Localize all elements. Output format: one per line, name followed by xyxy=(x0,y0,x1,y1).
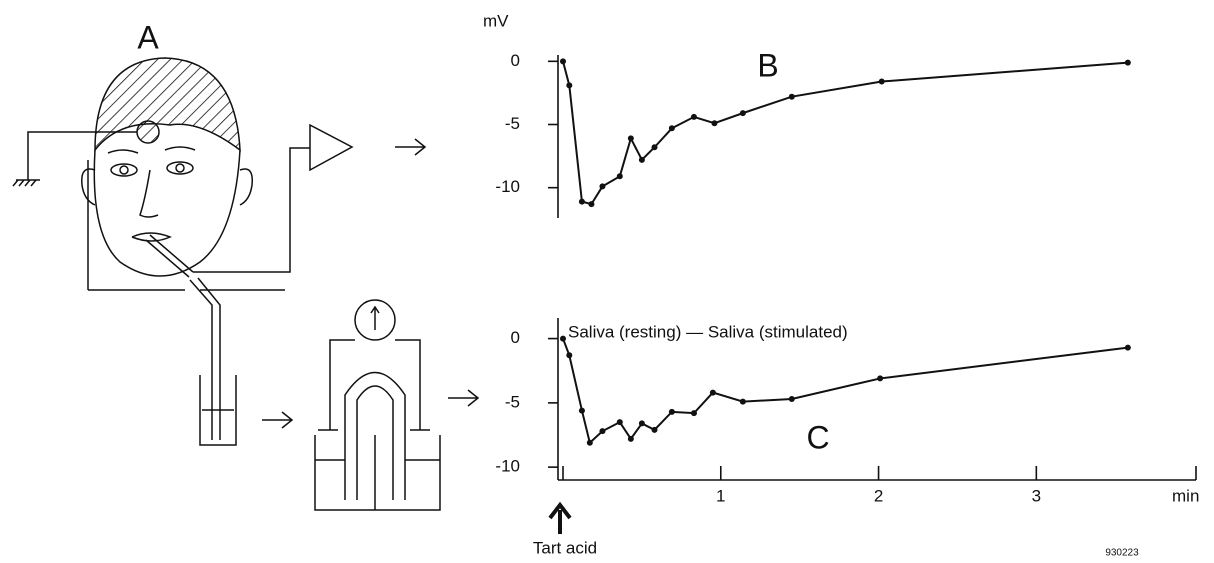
data-point xyxy=(652,144,658,150)
data-point xyxy=(789,396,795,402)
data-point xyxy=(691,410,697,416)
data-point xyxy=(599,428,605,434)
y-tick-label: -10 xyxy=(495,457,520,476)
data-point xyxy=(691,114,697,120)
data-point xyxy=(560,336,566,342)
data-point xyxy=(1125,345,1131,351)
data-point xyxy=(587,440,593,446)
figure: A 930223 0 -5 -10 BmV 0 -5 -10 1 2 3 C Saliva (rest… xyxy=(0,0,1214,563)
data-point xyxy=(628,135,634,141)
x-tick-label: 3 xyxy=(1032,486,1041,505)
data-point xyxy=(628,436,634,442)
data-point xyxy=(789,94,795,100)
x-tick-label: 1 xyxy=(716,486,725,505)
data-point xyxy=(877,375,883,381)
data-point xyxy=(1125,60,1131,66)
stimulus-label: Tart acid xyxy=(533,538,597,557)
data-point xyxy=(669,409,675,415)
data-point xyxy=(740,399,746,405)
x-tick-label: 2 xyxy=(874,486,883,505)
data-point xyxy=(740,110,746,116)
panel-label: C xyxy=(806,419,829,455)
panel-label: B xyxy=(757,47,778,83)
data-line xyxy=(563,339,1128,443)
stimulus-arrow xyxy=(550,505,570,534)
panel-label: A xyxy=(137,19,159,55)
data-point xyxy=(711,120,717,126)
y-tick-label: -10 xyxy=(495,177,520,196)
y-tick-label: -5 xyxy=(505,114,520,133)
data-point xyxy=(639,157,645,163)
y-tick-label: -5 xyxy=(505,392,520,411)
data-point xyxy=(579,199,585,205)
data-point xyxy=(566,352,572,358)
data-point xyxy=(560,58,566,64)
figure-code: 930223 xyxy=(1105,548,1139,559)
data-point xyxy=(710,390,716,396)
subject-diagram xyxy=(13,58,478,510)
data-point xyxy=(588,201,594,207)
y-axis-label: mV xyxy=(483,11,509,30)
data-point xyxy=(879,79,885,85)
data-point xyxy=(617,173,623,179)
data-point xyxy=(599,183,605,189)
data-point xyxy=(617,419,623,425)
data-point xyxy=(579,408,585,414)
data-line xyxy=(563,61,1128,204)
annotation: Saliva (resting) — Saliva (stimulated) xyxy=(568,322,848,341)
data-point xyxy=(669,125,675,131)
y-tick-label: 0 xyxy=(511,51,520,70)
data-point xyxy=(639,420,645,426)
data-point xyxy=(566,82,572,88)
x-axis-label: min xyxy=(1172,486,1199,505)
y-tick-label: 0 xyxy=(511,328,520,347)
data-point xyxy=(652,427,658,433)
